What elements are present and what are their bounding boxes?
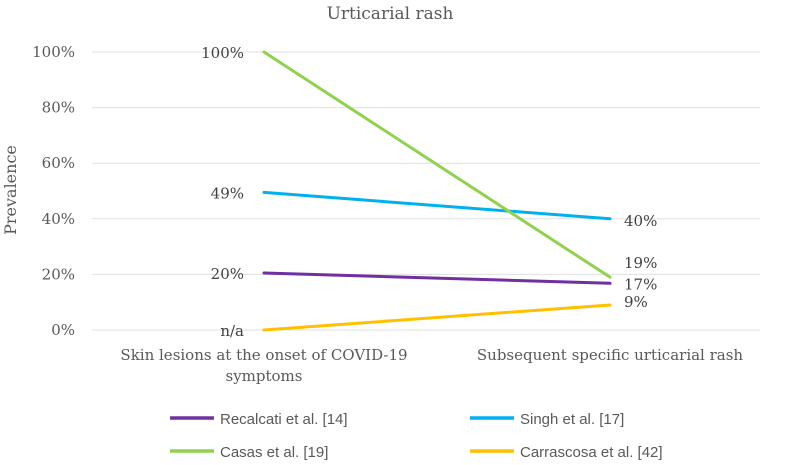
legend-entry: Recalcati et al. [14] [220, 411, 348, 428]
data-label: 100% [201, 44, 244, 62]
y-tick-label: 60% [42, 154, 75, 172]
data-label: n/a [220, 322, 244, 340]
data-label: 9% [624, 293, 648, 311]
data-label: 20% [211, 265, 244, 283]
chart-title: Urticarial rash [327, 4, 454, 24]
y-tick-label: 20% [42, 265, 75, 283]
y-tick-label: 80% [42, 99, 75, 117]
series-line-carrascosa [262, 303, 612, 332]
series-line-singh [262, 190, 612, 221]
legend-entry: Carrascosa et al. [42] [520, 444, 663, 461]
series-line-recalcati [262, 271, 612, 285]
data-label: 19% [624, 254, 657, 272]
y-tick-label: 100% [32, 43, 75, 61]
y-axis-label: Prevalence [1, 145, 20, 235]
y-tick-label: 40% [42, 210, 75, 228]
y-tick-label: 0% [51, 321, 75, 339]
x-category-label: symptoms [226, 367, 303, 385]
legend-entry: Singh et al. [17] [520, 411, 624, 428]
series-line-casas [262, 50, 612, 279]
legend-entry: Casas et al. [19] [220, 444, 328, 461]
data-label: 17% [624, 275, 657, 293]
x-category-label: Skin lesions at the onset of COVID-19 [120, 346, 407, 364]
data-label: 49% [211, 184, 244, 202]
data-label: 40% [624, 212, 657, 230]
x-category-label: Subsequent specific urticarial rash [477, 346, 744, 364]
